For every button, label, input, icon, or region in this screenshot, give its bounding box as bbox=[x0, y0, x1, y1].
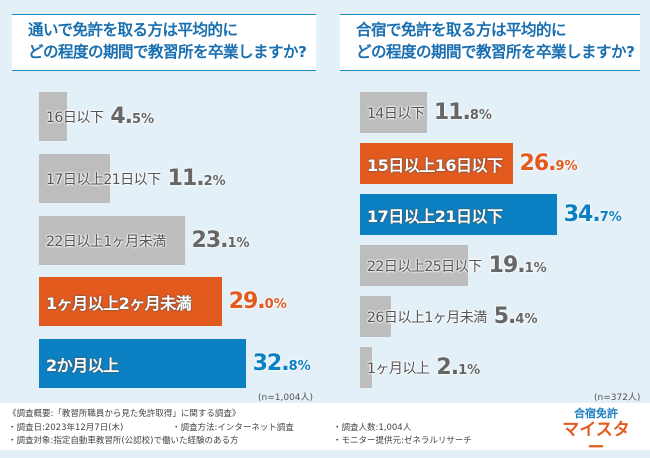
bar-zone: 16日以下 bbox=[39, 92, 104, 141]
title-line: どの程度の期間で教習所を卒業しますか? bbox=[356, 43, 635, 61]
bar-label: 2か月以上 bbox=[46, 355, 119, 375]
bar-value: 34.7% bbox=[563, 202, 622, 227]
survey-count: ・調査人数:1,004人 bbox=[333, 423, 412, 433]
logo-line2: マイスター bbox=[562, 420, 630, 458]
bar-row: 22日以上25日以下 19.1% bbox=[360, 245, 547, 286]
bar-row: 17日以上21日以下 11.2% bbox=[39, 154, 226, 203]
bar-label: 16日以下 bbox=[46, 109, 104, 126]
bar bbox=[360, 245, 469, 286]
bar-value: 32.8% bbox=[252, 351, 311, 376]
bar-label: 17日以上21日以下 bbox=[367, 206, 503, 226]
bar-label: 17日以上21日以下 bbox=[46, 171, 161, 188]
bar-label: 1ヶ月以上 bbox=[367, 360, 430, 377]
bar-row: 17日以上21日以下 34.7% bbox=[360, 194, 622, 235]
bar-value: 4.5% bbox=[110, 104, 155, 129]
brand-logo: 合宿免許 マイスター bbox=[556, 405, 636, 457]
survey-date: ・調査日:2023年12月7日(木) bbox=[8, 423, 124, 433]
survey-target: ・調査対象:指定自動車教習所(公認校)で働いた経験のある方 bbox=[8, 436, 239, 446]
bar-zone: 17日以上21日以下 bbox=[39, 154, 161, 203]
survey-summary: 《調査概要:「教習所職員から見た免許取得」に関する調査》 bbox=[8, 409, 241, 419]
bar-label: 22日以上1ヶ月未満 bbox=[46, 233, 166, 250]
bar-value: 23.1% bbox=[191, 228, 250, 253]
logo-line1: 合宿免許 bbox=[574, 407, 618, 420]
survey-provider: ・モニター提供元:ゼネラルリサーチ bbox=[333, 436, 472, 446]
bar-value: 2.1% bbox=[436, 355, 481, 380]
bar-row: 22日以上1ヶ月未満 23.1% bbox=[39, 216, 250, 265]
right-question-title: 合宿で免許を取る方は平均的に どの程度の期間で教習所を卒業しますか? bbox=[340, 14, 640, 71]
left-question-title: 通いで免許を取る方は平均的に どの程度の期間で教習所を卒業しますか? bbox=[12, 14, 316, 71]
bar-label: 1ヶ月以上2ヶ月未満 bbox=[46, 293, 192, 313]
bar-zone: 15日以上16日以下 bbox=[360, 143, 513, 184]
bar-zone: 14日以下 bbox=[360, 92, 427, 133]
bar-value: 19.1% bbox=[488, 253, 547, 278]
title-line: 合宿で免許を取る方は平均的に bbox=[356, 21, 567, 39]
bar bbox=[39, 154, 110, 203]
bar-zone: 22日以上1ヶ月未満 bbox=[39, 216, 185, 265]
bar-row: 14日以下 11.8% bbox=[360, 92, 492, 133]
survey-footer: 《調査概要:「教習所職員から見た免許取得」に関する調査》 ・調査日:2023年1… bbox=[0, 403, 650, 450]
bar bbox=[360, 92, 427, 133]
title-line: どの程度の期間で教習所を卒業しますか? bbox=[28, 43, 307, 61]
bar-row: 1ヶ月以上2ヶ月未満 29.0% bbox=[39, 277, 287, 326]
bar-zone: 22日以上25日以下 bbox=[360, 245, 482, 286]
title-line: 通いで免許を取る方は平均的に bbox=[28, 21, 238, 39]
bar bbox=[39, 339, 246, 388]
bar-row: 16日以下 4.5% bbox=[39, 92, 154, 141]
bar bbox=[39, 92, 68, 141]
bar-zone: 17日以上21日以下 bbox=[360, 194, 557, 235]
left-sample-size: (n=1,004人) bbox=[258, 393, 314, 403]
bar-row: 1ヶ月以上 2.1% bbox=[360, 347, 480, 388]
bar bbox=[360, 347, 372, 388]
bar-zone: 1ヶ月以上2ヶ月未満 bbox=[39, 277, 222, 326]
survey-method: ・調査方法:インターネット調査 bbox=[172, 423, 294, 433]
bar-value: 5.4% bbox=[493, 304, 538, 329]
bar-value: 11.8% bbox=[433, 100, 492, 125]
bar-zone: 26日以上1ヶ月未満 bbox=[360, 296, 487, 337]
bar-value: 26.9% bbox=[519, 151, 578, 176]
right-sample-size: (n=372人) bbox=[594, 393, 641, 403]
bar bbox=[360, 143, 513, 184]
bar-row: 15日以上16日以下 26.9% bbox=[360, 143, 578, 184]
bar-value: 11.2% bbox=[167, 166, 226, 191]
bar-label: 14日以下 bbox=[367, 105, 425, 122]
bar-value: 29.0% bbox=[228, 289, 287, 314]
bar bbox=[39, 277, 222, 326]
bar-zone: 1ヶ月以上 bbox=[360, 347, 430, 388]
bar-label: 15日以上16日以下 bbox=[367, 155, 503, 175]
bar bbox=[360, 296, 391, 337]
bar-label: 26日以上1ヶ月未満 bbox=[367, 309, 487, 326]
bar-row: 2か月以上 32.8% bbox=[39, 339, 311, 388]
bar bbox=[360, 194, 557, 235]
bar-row: 26日以上1ヶ月未満 5.4% bbox=[360, 296, 537, 337]
bar-zone: 2か月以上 bbox=[39, 339, 246, 388]
bar bbox=[39, 216, 185, 265]
bar-label: 22日以上25日以下 bbox=[367, 258, 482, 275]
